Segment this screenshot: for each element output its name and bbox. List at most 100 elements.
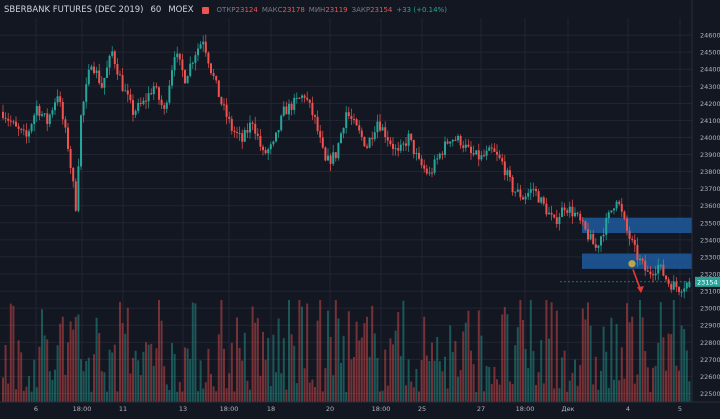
volume-bar bbox=[311, 379, 314, 402]
volume-bar bbox=[204, 382, 207, 402]
candle-body bbox=[683, 288, 686, 292]
candle-body bbox=[212, 73, 215, 76]
candle-body bbox=[672, 281, 675, 290]
volume-bar bbox=[626, 303, 628, 402]
candle-body bbox=[394, 148, 397, 150]
candle-body bbox=[51, 110, 54, 115]
volume-bar bbox=[579, 365, 582, 402]
candle-body bbox=[548, 212, 550, 215]
volume-bar bbox=[80, 359, 82, 402]
candle-body bbox=[350, 116, 353, 120]
volume-bar bbox=[366, 316, 368, 402]
volume-bar bbox=[399, 356, 402, 402]
close-value: 23154 bbox=[370, 6, 393, 14]
candle-body bbox=[628, 230, 631, 239]
candle-body bbox=[35, 106, 38, 116]
candle-body bbox=[657, 264, 660, 274]
volume-bar bbox=[111, 352, 114, 402]
candle-body bbox=[477, 150, 480, 160]
candle-body bbox=[545, 203, 548, 215]
candle-body bbox=[379, 121, 381, 131]
candle-body bbox=[7, 118, 10, 121]
price-tick-label: 24600 bbox=[700, 32, 720, 40]
price-marker-dot bbox=[628, 260, 636, 268]
candle-body bbox=[272, 141, 275, 145]
candle-body bbox=[163, 105, 166, 109]
volume-bar bbox=[457, 376, 459, 402]
time-tick-label: 11 bbox=[119, 405, 127, 413]
volume-bar bbox=[186, 348, 189, 402]
volume-bar bbox=[228, 373, 231, 402]
volume-bar bbox=[392, 344, 394, 402]
volume-bar bbox=[77, 314, 80, 402]
current-price-label: 23154 bbox=[697, 278, 718, 286]
volume-bar bbox=[145, 342, 147, 402]
open-value: 23124 bbox=[235, 6, 258, 14]
symbol-name[interactable]: SBERBANK FUTURES (DEC 2019) bbox=[4, 5, 144, 15]
volume-bar bbox=[41, 309, 43, 402]
candle-body bbox=[506, 170, 509, 176]
candle-body bbox=[4, 117, 7, 119]
volume-bar bbox=[264, 359, 267, 402]
volume-bar bbox=[433, 360, 436, 402]
candle-body bbox=[249, 122, 251, 133]
volume-bar bbox=[490, 384, 493, 402]
ohlc-values: ОТКР23124 МАКС23178 МИН23119 ЗАКР23154 +… bbox=[217, 6, 447, 14]
candle-body bbox=[298, 97, 301, 99]
volume-bar bbox=[537, 372, 540, 402]
volume-bar bbox=[129, 373, 132, 402]
volume-bar bbox=[428, 360, 431, 402]
volume-bar bbox=[438, 361, 441, 402]
candle-body bbox=[126, 90, 129, 95]
volume-bar bbox=[631, 316, 634, 402]
candle-body bbox=[69, 148, 72, 168]
volume-bar bbox=[613, 379, 615, 402]
candle-body bbox=[503, 161, 506, 176]
interval-label[interactable]: 60 bbox=[150, 5, 162, 15]
volume-bar bbox=[412, 387, 415, 402]
high-value: 23178 bbox=[282, 6, 305, 14]
volume-bar bbox=[363, 323, 366, 402]
candle-body bbox=[280, 115, 283, 131]
volume-bar bbox=[191, 302, 194, 402]
candle-body bbox=[236, 131, 238, 133]
candle-body bbox=[498, 154, 501, 158]
candle-body bbox=[137, 102, 140, 111]
volume-bar bbox=[496, 379, 498, 402]
volume-bar bbox=[594, 356, 597, 402]
volume-bar bbox=[509, 381, 511, 402]
candle-body bbox=[415, 152, 418, 154]
candle-body bbox=[295, 97, 298, 99]
candle-body bbox=[392, 143, 394, 149]
candle-body bbox=[607, 212, 610, 219]
volume-bar bbox=[290, 334, 293, 402]
volume-bar bbox=[12, 305, 15, 402]
candle-body bbox=[462, 145, 465, 148]
candle-body bbox=[319, 131, 322, 138]
volume-bar bbox=[298, 300, 301, 402]
volume-bar bbox=[85, 360, 88, 402]
volume-bar bbox=[592, 384, 595, 402]
candle-body bbox=[355, 119, 358, 126]
volume-bar bbox=[667, 333, 670, 402]
candle-body bbox=[480, 155, 483, 160]
candle-body bbox=[98, 70, 101, 83]
volume-bar bbox=[574, 359, 576, 402]
volume-bar bbox=[28, 376, 30, 402]
candle-body bbox=[43, 113, 46, 115]
volume-bar bbox=[472, 364, 475, 402]
volume-bar bbox=[189, 358, 192, 402]
candle-body bbox=[678, 287, 680, 293]
candle-body bbox=[22, 129, 25, 131]
volume-bar bbox=[113, 344, 116, 402]
volume-bar bbox=[425, 355, 428, 402]
candle-body bbox=[555, 217, 558, 225]
volume-bar bbox=[553, 388, 556, 402]
volume-bar bbox=[139, 375, 142, 402]
price-tick-label: 23500 bbox=[700, 219, 720, 227]
candle-body bbox=[371, 137, 374, 140]
volume-bar bbox=[272, 334, 275, 402]
candle-body bbox=[483, 155, 485, 157]
